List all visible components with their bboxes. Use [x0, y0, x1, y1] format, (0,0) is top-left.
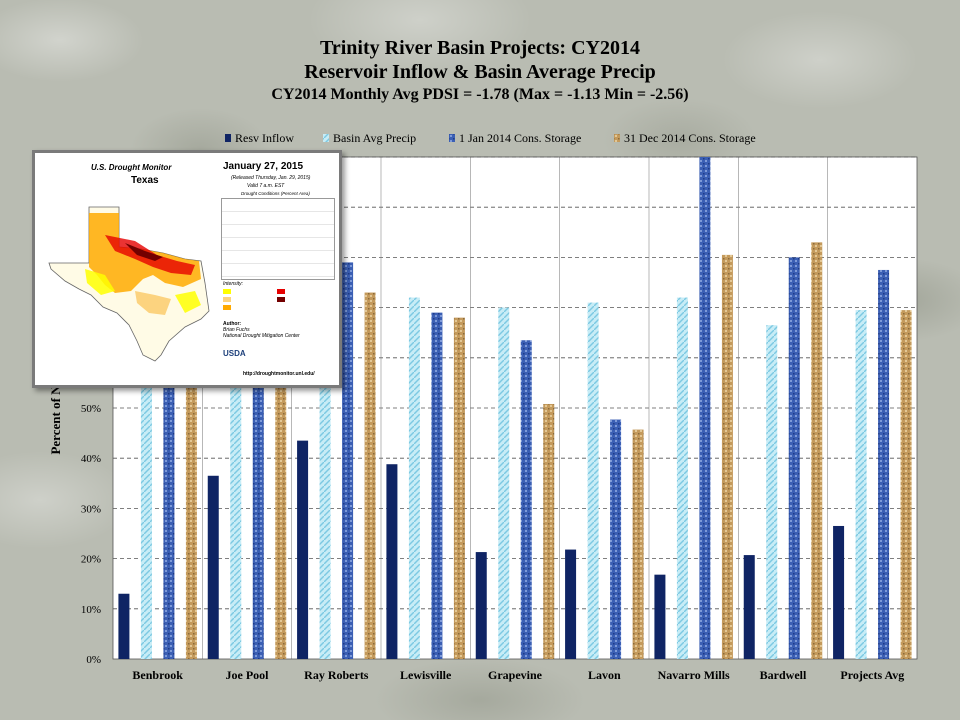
map-url: http://droughtmonitor.unl.edu/: [243, 371, 315, 377]
bar: [252, 372, 264, 659]
bar: [498, 307, 510, 659]
bar: [118, 593, 130, 659]
bar: [342, 262, 354, 659]
map-table-title: Drought Conditions (Percent Area): [241, 191, 310, 196]
bar: [275, 377, 287, 659]
x-tick-label: Lewisville: [400, 668, 452, 682]
x-tick-label: Navarro Mills: [658, 668, 730, 682]
map-author-name: Brian Fuchs: [223, 327, 250, 333]
bar: [163, 382, 175, 659]
map-intensity-legend: [223, 289, 285, 310]
bar: [475, 552, 487, 659]
map-author-label: Author:: [223, 321, 242, 327]
legend-label: Basin Avg Precip: [333, 131, 416, 145]
drought-table: [221, 198, 335, 280]
y-tick-labels: 0% 10% 20% 30% 40% 50%: [81, 403, 101, 666]
bar: [297, 440, 309, 659]
map-valid: Valid 7 a.m. EST: [247, 183, 285, 189]
legend-label: Resv Inflow: [235, 131, 294, 145]
pdsi-summary: CY2014 Monthly Avg PDSI = -1.78 (Max = -…: [271, 86, 689, 103]
map-author: Author: Brian Fuchs National Drought Mit…: [223, 321, 300, 339]
legend-swatch: [323, 134, 329, 142]
chart-title: Trinity River Basin Projects: CY2014: [320, 37, 640, 59]
bar: [565, 549, 577, 659]
bar: [676, 297, 688, 659]
bar: [453, 317, 465, 659]
y-axis-label: Percent of N: [48, 385, 63, 455]
texas-map: [48, 206, 210, 362]
map-intensity-label: Intensity:: [223, 281, 244, 287]
bar: [900, 310, 912, 659]
usda-logo: USDA: [223, 349, 246, 358]
legend-swatch: [449, 134, 455, 142]
bar: [811, 242, 823, 659]
x-tick-label: Benbrook: [132, 668, 183, 682]
map-author-org: National Drought Mitigation Center: [223, 333, 300, 339]
bar: [386, 464, 398, 659]
bar: [431, 312, 443, 659]
x-tick-label: Lavon: [588, 668, 621, 682]
bar: [408, 297, 420, 659]
bar: [743, 555, 755, 659]
x-tick-labels: Benbrook Joe Pool Ray Roberts Lewisville Gra…: [132, 668, 904, 682]
bar: [520, 340, 532, 659]
map-title: U.S. Drought Monitor: [91, 163, 172, 172]
chart-subtitle: Reservoir Inflow & Basin Average Precip: [304, 61, 656, 83]
drought-monitor-map: U.S. Drought Monitor Texas January 27, 2…: [32, 150, 342, 388]
plot-border: [112, 156, 918, 660]
bar: [721, 254, 733, 659]
bar: [878, 269, 890, 659]
y-tick-label: 20%: [81, 554, 101, 566]
bar: [654, 574, 666, 659]
bar: [543, 403, 555, 659]
map-state: Texas: [131, 175, 159, 186]
y-tick-label: 30%: [81, 503, 101, 515]
bar: [632, 429, 644, 659]
legend-swatch: [614, 134, 620, 142]
y-tick-label: 0%: [86, 654, 101, 666]
bar: [185, 387, 197, 659]
x-tick-label: Joe Pool: [226, 668, 270, 682]
y-tick-label: 10%: [81, 604, 101, 616]
bar: [766, 325, 778, 659]
bar: [788, 257, 800, 659]
legend-label: 1 Jan 2014 Cons. Storage: [459, 131, 581, 145]
bar: [230, 357, 242, 659]
legend: Resv Inflow Basin Avg Precip 1 Jan 2014 Co…: [225, 131, 756, 145]
chart-titles: Trinity River Basin Projects: CY2014 Res…: [0, 36, 960, 106]
y-tick-label: 50%: [81, 403, 101, 415]
bar: [587, 302, 599, 659]
map-released: (Released Thursday, Jan. 29, 2015): [231, 175, 311, 181]
x-tick-label: Bardwell: [760, 668, 807, 682]
x-tick-label: Grapevine: [488, 668, 543, 682]
bar: [140, 367, 152, 659]
bar: [364, 292, 376, 659]
x-tick-label: Ray Roberts: [304, 668, 369, 682]
x-tick-label: Projects Avg: [840, 668, 904, 682]
bars: [118, 157, 912, 659]
bar: [699, 157, 711, 659]
bar: [319, 327, 331, 659]
bar: [610, 419, 622, 659]
legend-label: 31 Dec 2014 Cons. Storage: [624, 131, 756, 145]
y-tick-label: 40%: [81, 453, 101, 465]
bar: [207, 475, 219, 659]
bar: [833, 525, 845, 659]
legend-swatch: [225, 134, 231, 142]
map-date: January 27, 2015: [223, 161, 304, 172]
bar: [855, 310, 867, 659]
